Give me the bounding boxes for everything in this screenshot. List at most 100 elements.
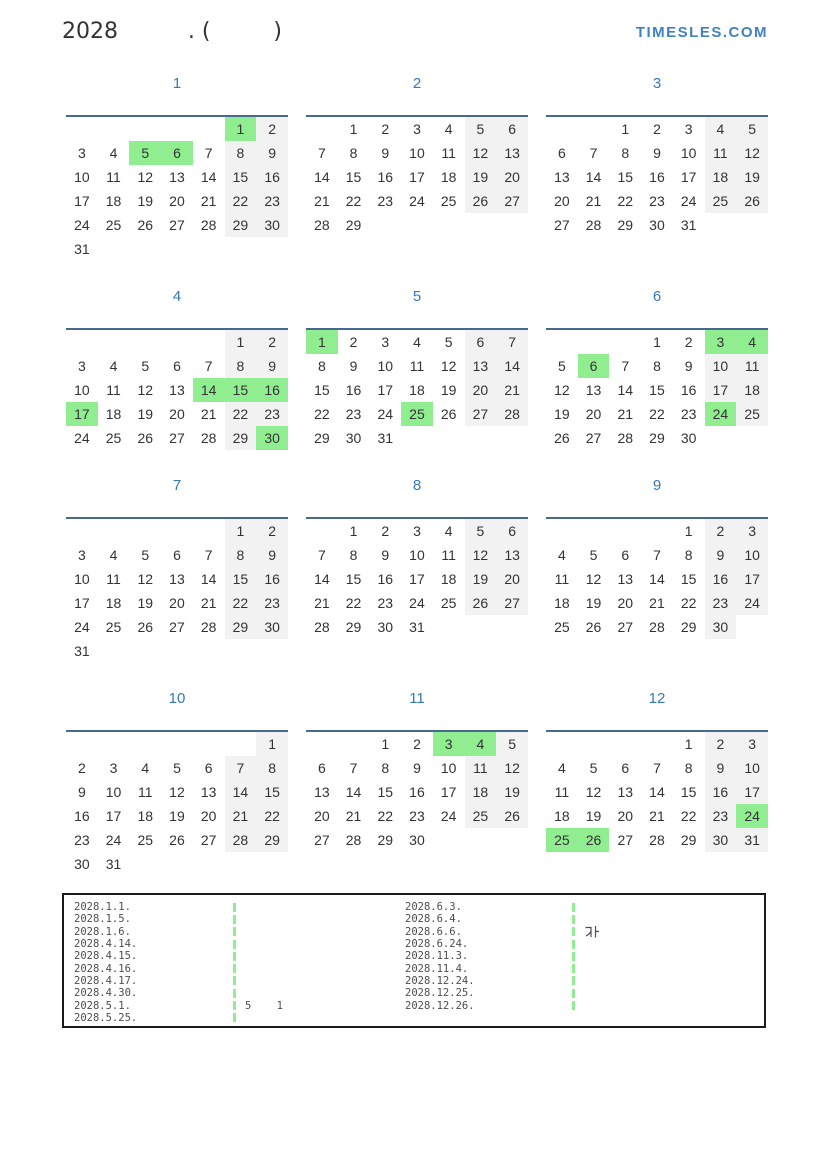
holiday-day-cell: 3: [704, 330, 737, 354]
holiday-day-cell: 25: [546, 828, 578, 852]
day-cell: 30: [409, 832, 425, 848]
empty-cell: [496, 615, 528, 639]
day-cell: 28: [200, 619, 217, 635]
month-days-table: 1 2 3 4 5 6 7 8 9 10 11 12 13 14 15 16 17 18 19 20 21 22 23 24 2…: [306, 732, 528, 852]
site-logo-link[interactable]: TIMESLES.COM: [635, 24, 768, 41]
empty-cell: [98, 519, 130, 543]
day-cell: 17: [440, 784, 457, 800]
day-cell: 31: [680, 217, 697, 233]
day-cell: 28: [345, 832, 362, 848]
day-cell: 20: [169, 406, 185, 422]
day-cell: 17: [74, 193, 90, 209]
day-cell: 28: [617, 430, 634, 446]
day-cell: 19: [464, 165, 497, 189]
day-cell: 3: [413, 523, 421, 539]
month-block-1: 1 1 2 3 4 5 6 7 8 9 10 11 12 13 14 15 16 17 18 19 20 21 22 23 24…: [66, 74, 288, 261]
empty-cell: [161, 639, 193, 663]
month-block-9: 9 1 2 3 4 5 6 7 8 9 10 11 12 13 14 15 16 17 18 19 20 21 22 23 24…: [546, 476, 768, 663]
empty-cell: [465, 213, 497, 237]
day-cell: 13: [617, 784, 634, 800]
day-cell: 19: [736, 165, 768, 189]
legend-date: 2028.5.25.: [74, 1011, 138, 1024]
day-cell: 6: [621, 760, 630, 776]
empty-cell: [225, 237, 257, 261]
empty-cell: [641, 519, 673, 543]
day-cell: 18: [105, 406, 122, 422]
day-cell: 14: [649, 784, 665, 800]
month-block-8: 8 1 2 3 4 5 6 7 8 9 10 11 12 13 14 15 16 17 18 19 20 21 22 23 24…: [306, 476, 528, 663]
day-cell: 27: [169, 430, 185, 446]
day-cell: 28: [314, 217, 330, 233]
day-cell: 20: [617, 595, 634, 611]
day-cell: 9: [684, 358, 693, 374]
day-cell: 25: [736, 402, 768, 426]
legend-date: 2028.6.24.: [405, 938, 469, 951]
empty-cell: [546, 519, 578, 543]
empty-cell: [465, 828, 497, 852]
day-cell: 18: [105, 595, 122, 611]
holiday-day-cell: 6: [161, 141, 193, 165]
day-cell: 11: [106, 169, 121, 185]
day-cell: 10: [377, 358, 394, 374]
day-cell: 9: [256, 354, 288, 378]
day-cell: 24: [74, 217, 90, 233]
legend-row: 2028.1.1.: [74, 901, 405, 913]
empty-cell: [705, 213, 737, 237]
month-label: 1: [172, 75, 182, 92]
day-cell: 15: [224, 567, 257, 591]
legend-row: 2028.6.4.: [405, 913, 760, 925]
day-cell: 5: [589, 760, 598, 776]
day-cell: 5: [557, 358, 566, 374]
day-cell: 17: [409, 571, 425, 587]
day-cell: 21: [649, 808, 665, 824]
day-cell: 1: [256, 732, 288, 756]
day-cell: 13: [169, 382, 185, 398]
month-divider: [546, 730, 768, 732]
empty-cell: [306, 117, 338, 141]
day-cell: 28: [200, 430, 217, 446]
day-cell: 23: [409, 808, 425, 824]
empty-cell: [736, 615, 768, 639]
empty-cell: [609, 330, 641, 354]
day-cell: 9: [381, 547, 390, 563]
day-cell: 20: [585, 406, 602, 422]
day-cell: 21: [585, 193, 602, 209]
legend-divider-dash: [572, 964, 575, 974]
day-cell: 19: [585, 595, 602, 611]
day-cell: 24: [105, 832, 122, 848]
legend-divider-dash: [233, 951, 236, 961]
day-cell: 17: [704, 378, 737, 402]
day-cell: 11: [441, 547, 456, 563]
day-cell: 19: [496, 780, 528, 804]
day-cell: 12: [736, 141, 768, 165]
empty-cell: [256, 639, 288, 663]
day-cell: 20: [314, 808, 330, 824]
day-cell: 22: [224, 591, 257, 615]
holiday-day-cell: 4: [736, 330, 768, 354]
legend-date: 2028.1.1.: [74, 901, 131, 914]
month-days-table: 1 2 3 4 5 6 7 8 9 10 11 12 13 14 15 16 17 18 19 20 21 22 23 24 2…: [306, 117, 528, 237]
day-cell: 17: [74, 595, 90, 611]
day-cell: 17: [680, 169, 697, 185]
empty-cell: [546, 732, 578, 756]
day-cell: 21: [224, 804, 257, 828]
month-block-7: 7 1 2 3 4 5 6 7 8 9 10 11 12 13 14 15 16 17 18 19 20 21 22 23 24…: [66, 476, 288, 663]
day-cell: 21: [200, 595, 217, 611]
day-cell: 23: [345, 406, 362, 422]
day-cell: 5: [589, 547, 598, 563]
empty-cell: [98, 732, 130, 756]
day-cell: 23: [74, 832, 90, 848]
legend-column-right: 2028.6.3. 2028.6.4. 2028.6.6. 2028.6.24. 202…: [405, 901, 760, 1026]
day-cell: 10: [680, 145, 697, 161]
day-cell: 8: [349, 547, 358, 563]
day-cell: 13: [169, 571, 185, 587]
day-cell: 14: [649, 571, 665, 587]
month-divider: [546, 328, 768, 330]
day-cell: 18: [554, 808, 570, 824]
day-cell: 12: [464, 543, 497, 567]
holiday-day-cell: 15: [224, 378, 257, 402]
day-cell: 29: [617, 217, 634, 233]
empty-cell: [129, 852, 161, 876]
day-cell: 23: [377, 595, 394, 611]
day-cell: 30: [256, 615, 288, 639]
